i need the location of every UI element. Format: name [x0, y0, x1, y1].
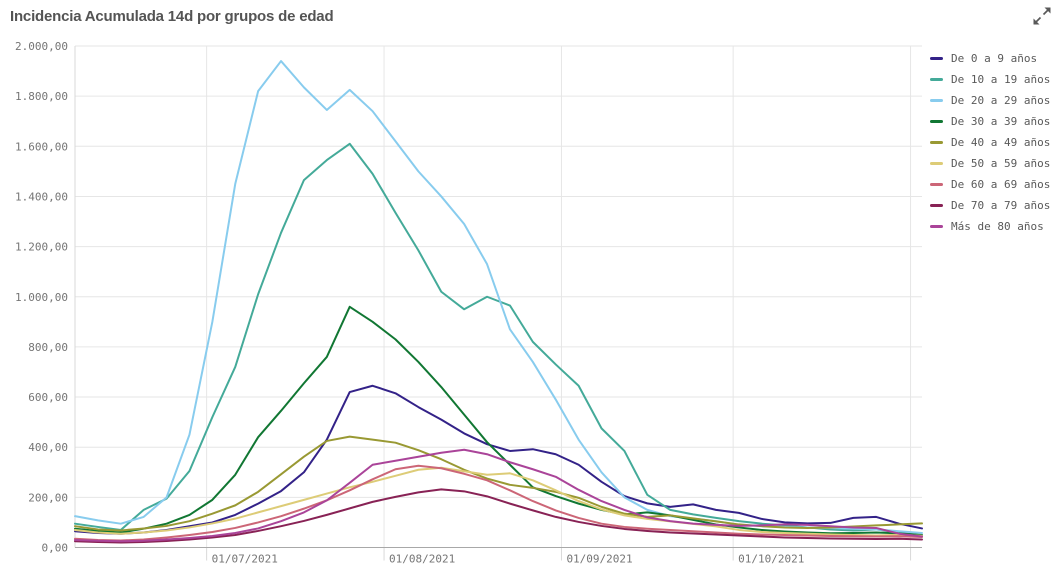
legend-label: De 20 a 29 años: [951, 94, 1051, 107]
legend-swatch: [930, 183, 943, 186]
series-line-de-50-a-59-años[interactable]: [74, 466, 923, 537]
y-axis-label: 1.800,00: [15, 90, 68, 103]
chart-header: Incidencia Acumulada 14d por grupos de e…: [0, 0, 1064, 34]
legend-item[interactable]: De 10 a 19 años: [930, 69, 1060, 90]
chart-legend: De 0 a 9 años De 10 a 19 años De 20 a 29 a…: [930, 48, 1060, 237]
y-axis-label: 1.400,00: [15, 190, 68, 203]
series-line-de-0-a-9-años[interactable]: [74, 384, 923, 535]
legend-item[interactable]: De 60 a 69 años: [930, 174, 1060, 195]
series-line-más-de-80-años[interactable]: [74, 448, 923, 543]
legend-swatch: [930, 141, 943, 144]
expand-icon[interactable]: [1030, 4, 1054, 28]
legend-item[interactable]: De 30 a 39 años: [930, 111, 1060, 132]
legend-item[interactable]: De 70 a 79 años: [930, 195, 1060, 216]
legend-item[interactable]: Más de 80 años: [930, 216, 1060, 237]
series-line-de-70-a-79-años[interactable]: [74, 488, 923, 544]
y-axis-label: 800,00: [28, 341, 68, 354]
series-line-de-60-a-69-años[interactable]: [74, 464, 923, 542]
legend-swatch: [930, 162, 943, 165]
legend-label: De 0 a 9 años: [951, 52, 1038, 65]
legend-item[interactable]: De 0 a 9 años: [930, 48, 1060, 69]
legend-label: De 60 a 69 años: [951, 178, 1051, 191]
x-axis-label: 01/07/2021: [212, 553, 278, 566]
legend-label: De 50 a 59 años: [951, 157, 1051, 170]
legend-item[interactable]: De 50 a 59 años: [930, 153, 1060, 174]
y-axis-label: 1.200,00: [15, 241, 68, 254]
y-axis-label: 600,00: [28, 391, 68, 404]
legend-swatch: [930, 120, 943, 123]
y-axis-label: 2.000,00: [15, 40, 68, 53]
y-axis-label: 400,00: [28, 441, 68, 454]
y-axis-label: 0,00: [42, 542, 69, 555]
legend-label: De 40 a 49 años: [951, 136, 1051, 149]
legend-label: De 10 a 19 años: [951, 73, 1051, 86]
y-axis-label: 1.600,00: [15, 140, 68, 153]
legend-label: De 30 a 39 años: [951, 115, 1051, 128]
legend-label: Más de 80 años: [951, 220, 1044, 233]
series-line-de-10-a-19-años[interactable]: [74, 142, 923, 537]
x-axis-label: 01/09/2021: [566, 553, 632, 566]
legend-swatch: [930, 99, 943, 102]
x-axis-label: 01/08/2021: [389, 553, 455, 566]
series-line-de-40-a-49-años[interactable]: [74, 435, 923, 532]
legend-item[interactable]: De 40 a 49 años: [930, 132, 1060, 153]
legend-swatch: [930, 57, 943, 60]
x-axis-label: 01/10/2021: [738, 553, 804, 566]
chart-title: Incidencia Acumulada 14d por grupos de e…: [10, 8, 334, 25]
legend-swatch: [930, 225, 943, 228]
y-axis-label: 1.000,00: [15, 291, 68, 304]
legend-swatch: [930, 78, 943, 81]
series-line-de-30-a-39-años[interactable]: [74, 305, 923, 536]
legend-label: De 70 a 79 años: [951, 199, 1051, 212]
y-axis-label: 200,00: [28, 491, 68, 504]
legend-swatch: [930, 204, 943, 207]
legend-item[interactable]: De 20 a 29 años: [930, 90, 1060, 111]
